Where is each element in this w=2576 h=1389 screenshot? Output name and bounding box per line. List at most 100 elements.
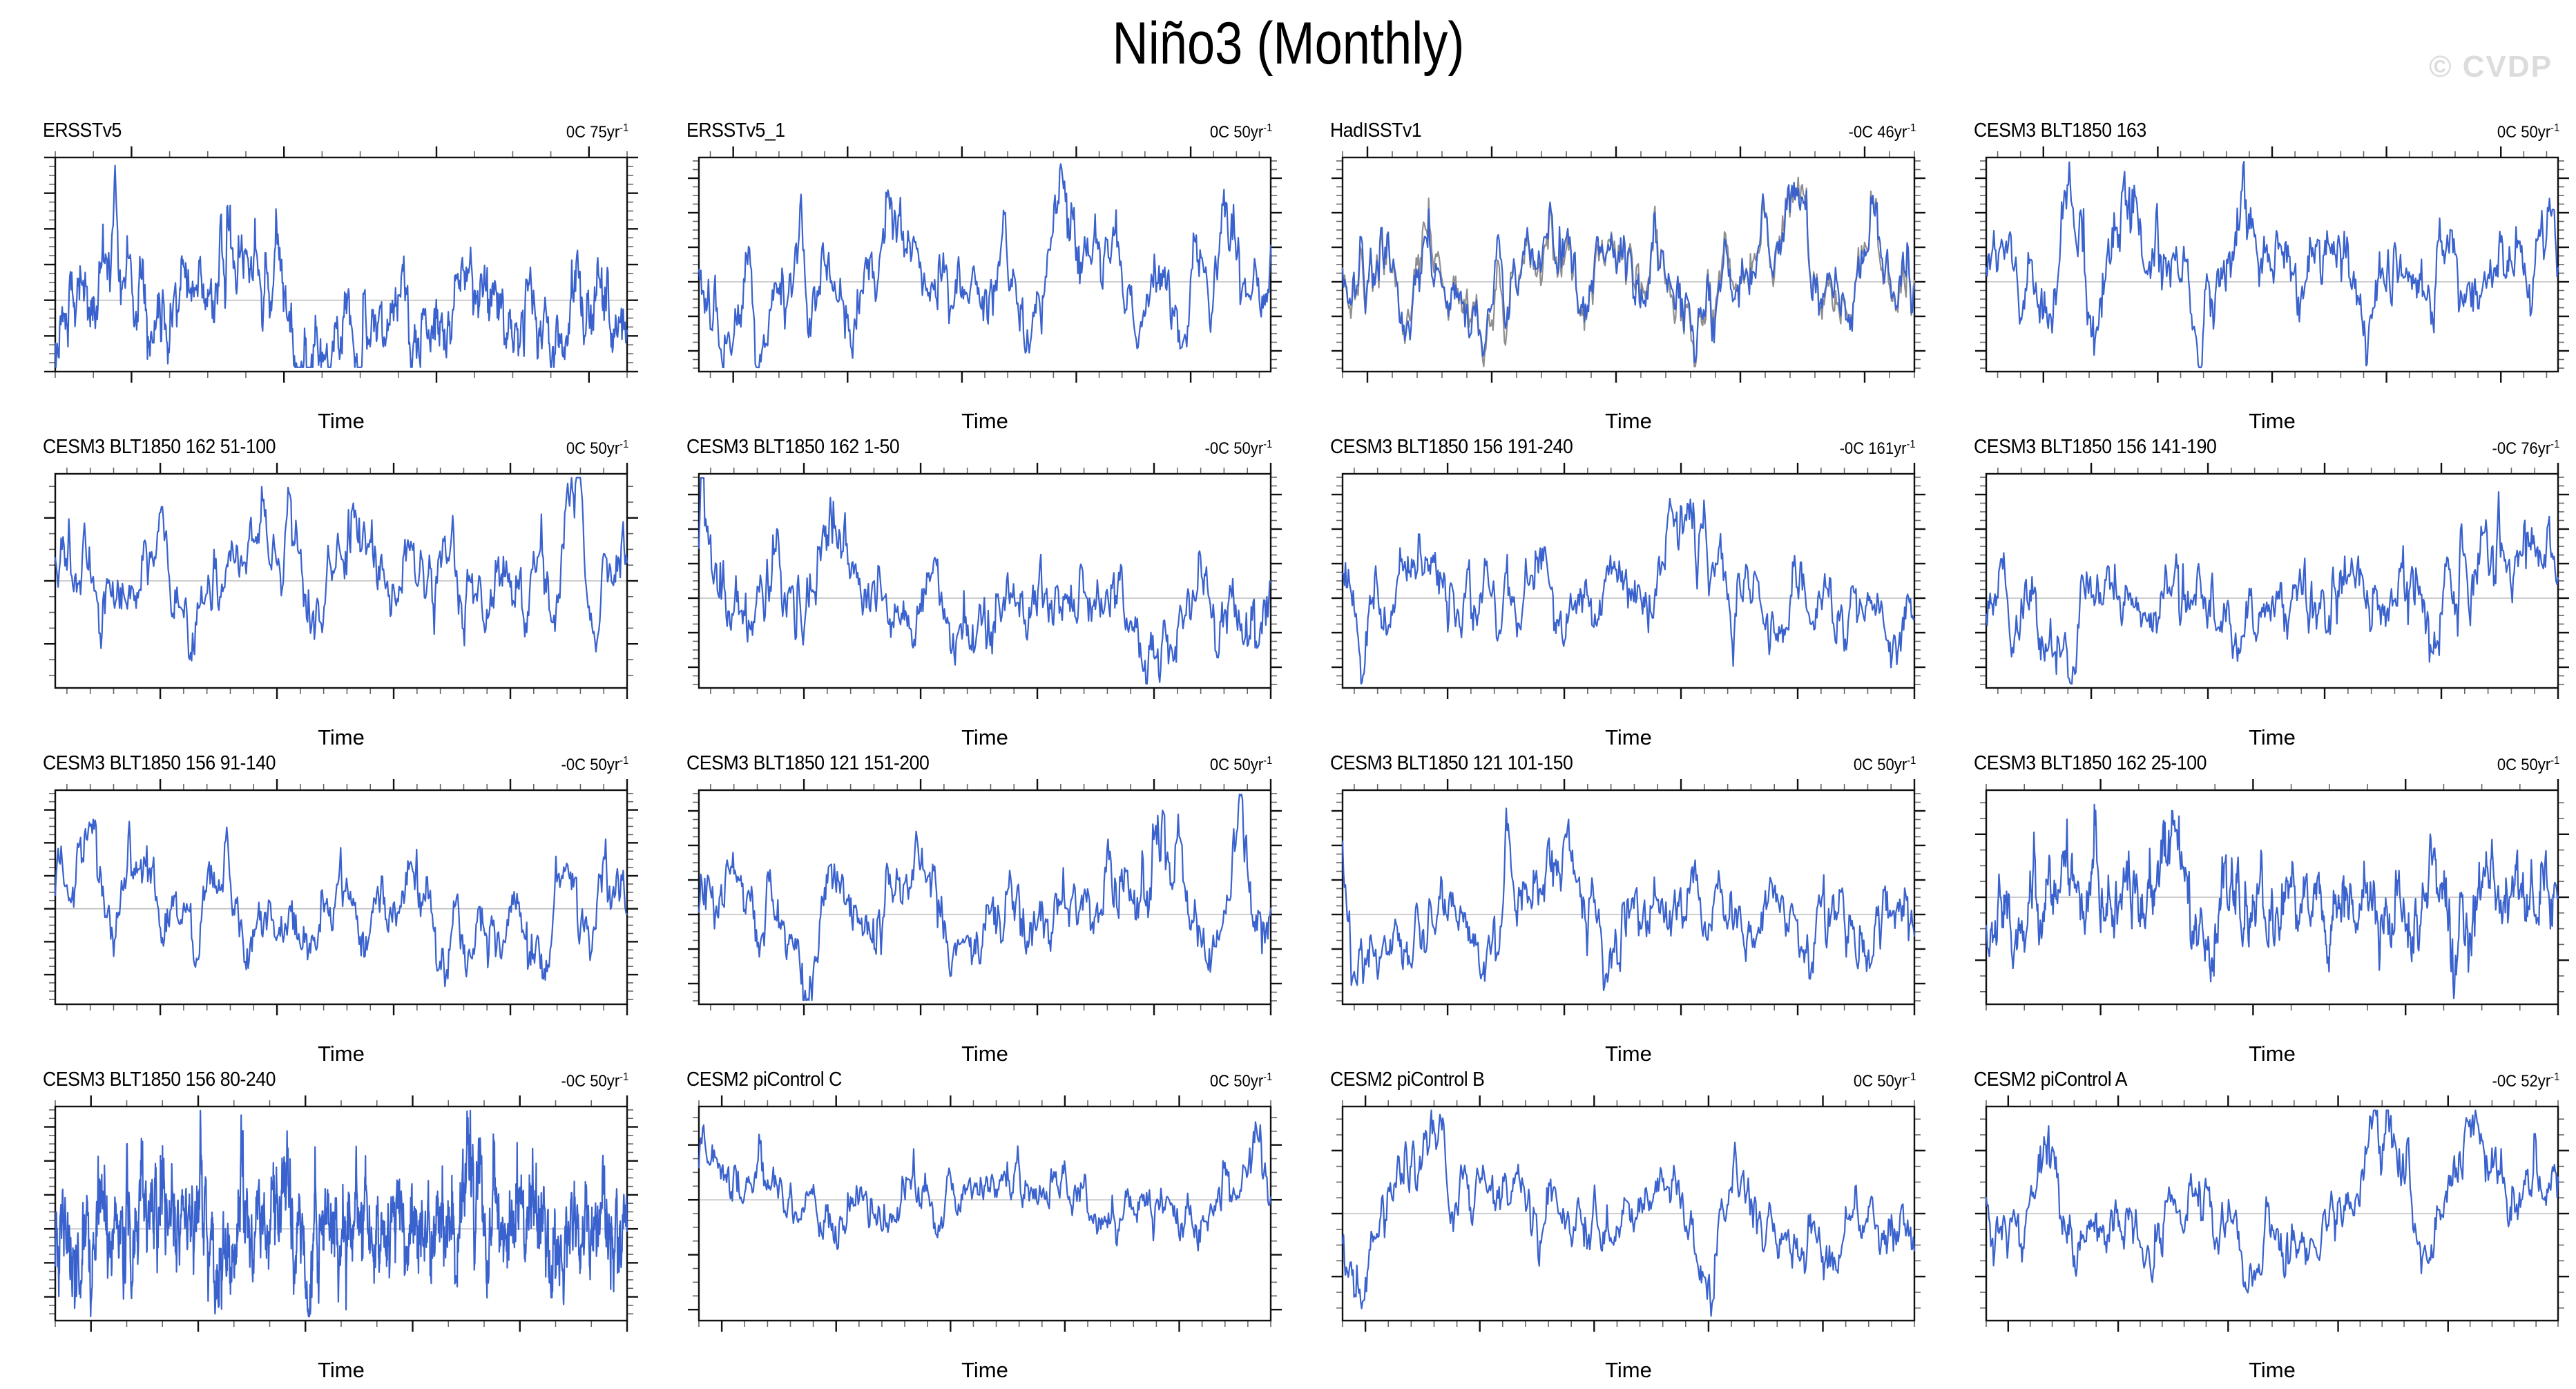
trend-value: 0C 50yr: [566, 439, 619, 458]
panel-header: CESM3 BLT1850 156 80-240 -0C 50yr-1: [43, 1065, 628, 1091]
major-ticks: [1975, 146, 2569, 383]
plot-frame: [54, 156, 628, 373]
timeseries-plot: Time: [44, 463, 638, 749]
timeseries-plot: Time: [1975, 1095, 2569, 1381]
panel-title: CESM2 piControl C: [686, 1069, 842, 1091]
series-line: [54, 477, 628, 662]
plot-frame: [54, 789, 628, 1006]
panel-header: CESM3 BLT1850 156 141-190 -0C 76yr-1: [1974, 432, 2559, 459]
trend-exponent: -1: [619, 439, 628, 450]
panel-title: CESM3 BLT1850 163: [1974, 119, 2146, 142]
chart-panel: CESM3 BLT1850 163 0C 50yr-1 Time: [1931, 116, 2575, 432]
panel-title: CESM3 BLT1850 162 25-100: [1974, 752, 2207, 774]
panel-title: CESM3 BLT1850 121 101-150: [1330, 752, 1573, 774]
trend-label: 0C 75yr-1: [566, 122, 628, 142]
trend-label: 0C 50yr-1: [1210, 1071, 1272, 1091]
trend-label: -0C 50yr-1: [561, 755, 628, 775]
series-line: [1341, 497, 1916, 685]
trend-value: -0C 50yr: [1204, 439, 1263, 458]
plot-frame: [1985, 156, 2559, 373]
x-axis-title: Time: [318, 409, 365, 432]
timeseries-plot: Time: [44, 779, 638, 1065]
panel-header: CESM3 BLT1850 162 1-50 -0C 50yr-1: [686, 432, 1272, 459]
plot-frame: [698, 789, 1272, 1006]
minor-ticks: [1336, 1100, 1921, 1327]
timeseries-plot: Time: [688, 779, 1282, 1065]
trend-label: 0C 50yr-1: [2497, 755, 2559, 775]
major-ticks: [44, 146, 638, 383]
timeseries-plot: Time: [1332, 1095, 1925, 1381]
trend-value: -0C 161yr: [1839, 439, 1907, 458]
trend-value: 0C 50yr: [2497, 123, 2550, 142]
series-line: [1341, 176, 1916, 367]
panel-title: ERSSTv5: [43, 119, 122, 142]
trend-value: -0C 46yr: [1848, 123, 1907, 142]
plot-frame: [1985, 1105, 2559, 1322]
chart-panel: CESM3 BLT1850 121 101-150 0C 50yr-1 Time: [1287, 749, 1931, 1065]
timeseries-plot: Time: [1332, 463, 1925, 749]
timeseries-plot: Time: [688, 146, 1282, 432]
major-ticks: [688, 1095, 1282, 1332]
panel-header: CESM3 BLT1850 156 191-240 -0C 161yr-1: [1330, 432, 1916, 459]
chart-panel: CESM3 BLT1850 156 141-190 -0C 76yr-1 Tim…: [1931, 432, 2575, 749]
trend-label: -0C 161yr-1: [1840, 439, 1916, 459]
major-ticks: [1332, 779, 1925, 1015]
plot-frame: [698, 472, 1272, 689]
series-line: [1341, 1109, 1916, 1317]
x-axis-title: Time: [1605, 725, 1652, 749]
panel-header: ERSSTv5_1 0C 50yr-1: [686, 116, 1272, 142]
major-ticks: [44, 463, 638, 699]
panel-header: CESM2 piControl C 0C 50yr-1: [686, 1065, 1272, 1091]
panel-title: CESM3 BLT1850 156 191-240: [1330, 436, 1573, 458]
major-ticks: [688, 779, 1282, 1015]
major-ticks: [1975, 463, 2569, 699]
major-ticks: [688, 463, 1282, 699]
x-axis-title: Time: [1605, 1042, 1652, 1065]
series-line: [698, 1121, 1272, 1252]
chart-panel: ERSSTv5 0C 75yr-1 Time: [0, 116, 644, 432]
panel-header: CESM3 BLT1850 162 51-100 0C 50yr-1: [43, 432, 628, 459]
panel-header: CESM3 BLT1850 163 0C 50yr-1: [1974, 116, 2559, 142]
trend-value: 0C 50yr: [1209, 1072, 1263, 1091]
trend-exponent: -1: [1262, 122, 1272, 134]
trend-label: -0C 46yr-1: [1848, 122, 1916, 142]
trend-label: -0C 50yr-1: [561, 1071, 628, 1091]
series-line: [1341, 182, 1916, 363]
panel-grid: ERSSTv5 0C 75yr-1 Time ERSSTv5_1 0C 50yr…: [0, 116, 2576, 1381]
series-line: [698, 477, 1272, 685]
trend-value: 0C 50yr: [1853, 756, 1907, 774]
minor-ticks: [1980, 468, 2564, 694]
minor-ticks: [693, 151, 1277, 378]
panel-title: CESM3 BLT1850 156 80-240: [43, 1069, 276, 1091]
chart-panel: CESM2 piControl C 0C 50yr-1 Time: [644, 1065, 1287, 1381]
chart-panel: ERSSTv5_1 0C 50yr-1 Time: [644, 116, 1287, 432]
trend-label: 0C 50yr-1: [1854, 755, 1916, 775]
timeseries-plot: Time: [1332, 146, 1925, 432]
plot-frame: [54, 472, 628, 689]
trend-label: 0C 50yr-1: [1210, 755, 1272, 775]
minor-ticks: [1980, 1100, 2564, 1327]
trend-label: -0C 52yr-1: [2492, 1071, 2559, 1091]
timeseries-plot: Time: [44, 1095, 638, 1381]
header: Niño3 (Monthly) © CVDP: [0, 0, 2576, 116]
timeseries-plot: Time: [688, 1095, 1282, 1381]
major-ticks: [1332, 463, 1925, 699]
series-line: [54, 164, 628, 368]
panel-title: CESM3 BLT1850 162 51-100: [43, 436, 276, 458]
timeseries-plot: Time: [1975, 779, 2569, 1065]
x-axis-title: Time: [961, 725, 1008, 749]
panel-title: CESM3 BLT1850 121 151-200: [686, 752, 930, 774]
series-line: [698, 793, 1272, 1002]
panel-title: CESM2 piControl A: [1974, 1069, 2128, 1091]
trend-exponent: -1: [1906, 755, 1916, 767]
trend-label: -0C 50yr-1: [1204, 439, 1272, 459]
plot-frame: [698, 156, 1272, 373]
trend-exponent: -1: [2550, 439, 2559, 450]
panel-title: ERSSTv5_1: [686, 119, 785, 142]
major-ticks: [1332, 146, 1925, 383]
x-axis-title: Time: [2249, 1042, 2296, 1065]
plot-frame: [698, 1105, 1272, 1322]
x-axis-title: Time: [1605, 409, 1652, 432]
chart-panel: CESM3 BLT1850 162 1-50 -0C 50yr-1 Time: [644, 432, 1287, 749]
plot-frame: [1341, 789, 1916, 1006]
